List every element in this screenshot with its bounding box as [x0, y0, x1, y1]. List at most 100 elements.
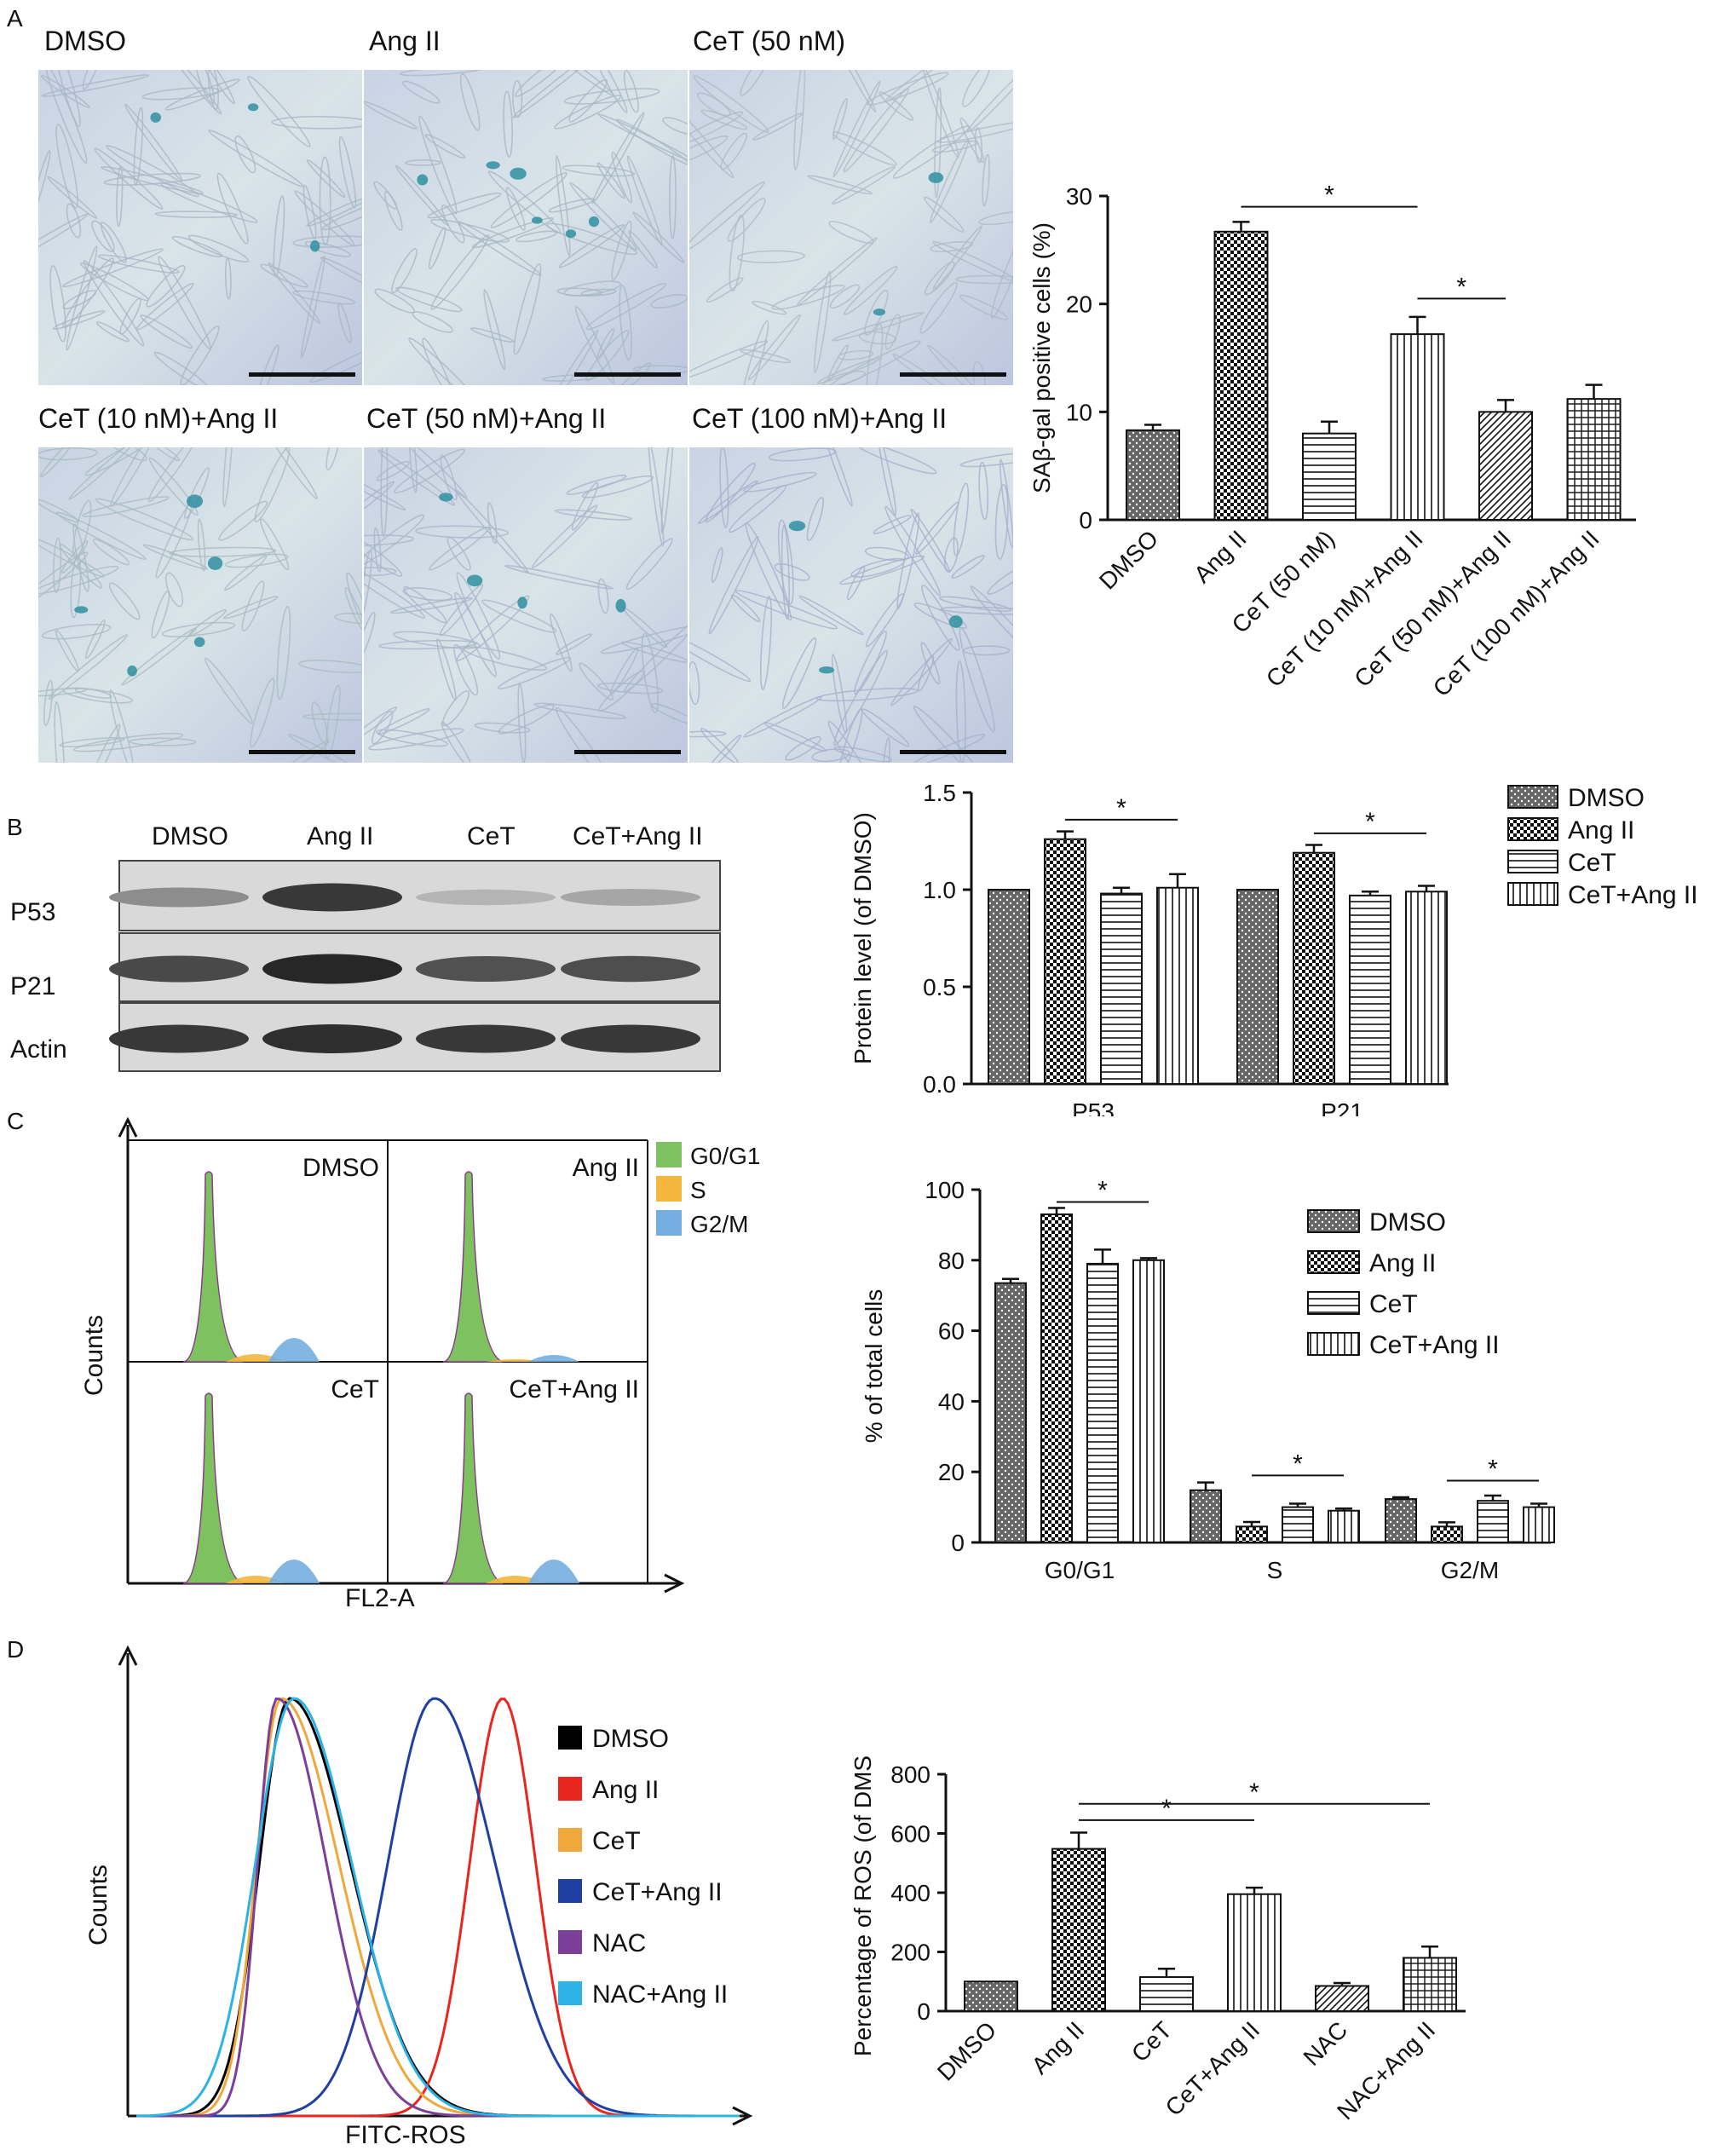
cell: [743, 695, 823, 738]
cell: [319, 156, 331, 246]
cell: [498, 704, 555, 735]
cell: [759, 596, 773, 690]
cell: [241, 580, 265, 631]
cell: [914, 501, 959, 556]
cell: [223, 596, 279, 620]
micrograph-ang-ii: [364, 70, 688, 385]
flowd-xlabel: FITC-ROS: [345, 2121, 466, 2147]
cell: [304, 240, 351, 257]
cell: [97, 254, 180, 274]
cell: [320, 257, 362, 299]
y-tick-label: 200: [890, 1940, 930, 1966]
legend-swatch: [1507, 882, 1558, 906]
wb-band: [262, 954, 402, 984]
micrograph-label: CeT (100 nM)+Ang II: [692, 403, 948, 434]
cell: [771, 285, 845, 310]
cell: [929, 139, 970, 224]
legend-label: S: [690, 1177, 706, 1203]
cell: [38, 687, 88, 697]
cell: [440, 454, 458, 501]
bar: [1227, 1893, 1282, 2012]
y-tick-label: 0: [917, 1998, 930, 2025]
legend-label: Ang II: [1568, 816, 1634, 845]
cell: [844, 265, 898, 315]
x-group-label: P21: [1321, 1098, 1363, 1116]
cell: [556, 287, 602, 297]
cell: [777, 519, 794, 605]
stained-cell: [193, 637, 205, 648]
cell: [389, 597, 473, 614]
cell: [700, 727, 740, 763]
cell: [92, 539, 130, 566]
legend-swatch: [558, 1879, 582, 1903]
cell: [628, 230, 659, 269]
cell: [82, 496, 170, 518]
cell: [708, 536, 759, 635]
cell: [364, 481, 395, 529]
cell: [974, 127, 983, 164]
cell: [705, 462, 756, 523]
x-tick-label: Ang II: [1189, 525, 1252, 588]
cell: [470, 327, 515, 343]
wb-lane-label: CeT: [467, 822, 516, 850]
cell: [254, 447, 291, 523]
cell: [588, 70, 628, 113]
cell: [827, 720, 881, 763]
scale-bar: [249, 372, 355, 377]
cell: [83, 260, 145, 347]
cell: [963, 645, 1011, 656]
cell: [403, 585, 447, 624]
cell: [839, 555, 925, 585]
cell: [481, 599, 557, 633]
cell: [936, 121, 1013, 143]
significance-star: *: [1293, 1450, 1303, 1478]
cell: [66, 245, 98, 351]
stained-cell: [510, 167, 527, 180]
cell: [424, 134, 466, 159]
cell: [59, 543, 103, 589]
y-axis-arrow: [118, 1116, 138, 1138]
cell: [763, 722, 827, 752]
micrograph-image: [689, 70, 1013, 385]
cell: [752, 112, 804, 141]
cell: [55, 124, 78, 209]
cell: [164, 572, 184, 608]
cell: [740, 320, 769, 385]
cell: [571, 481, 599, 531]
bar: [1293, 851, 1335, 1086]
cell: [225, 553, 289, 568]
y-tick-label: 80: [938, 1248, 965, 1274]
cell: [459, 73, 481, 131]
x-group-label: G0/G1: [1045, 1557, 1115, 1583]
cell: [55, 629, 79, 672]
cell: [85, 619, 106, 660]
flow-cytometry-cell-cycle: Counts FL2-A DMSO Ang II CeT CeT+Ang II G0/G…: [80, 1116, 760, 1612]
micrograph-label: DMSO: [44, 26, 126, 56]
legend-label: NAC: [592, 1929, 646, 1957]
cell: [277, 740, 331, 763]
cell: [890, 637, 953, 706]
cell: [515, 230, 557, 243]
cell: [852, 447, 937, 475]
cell: [116, 166, 124, 228]
cell: [781, 524, 790, 620]
cell: [689, 340, 769, 381]
cell: [752, 300, 787, 315]
g2m-phase: [528, 1355, 579, 1362]
legend-label: CeT: [592, 1827, 641, 1855]
legend-swatch: [1307, 1332, 1360, 1356]
cell: [619, 285, 632, 361]
bar: [1044, 838, 1086, 1085]
cell: [38, 551, 89, 615]
legend-label: CeT+Ang II: [1369, 1331, 1500, 1359]
cell: [325, 684, 341, 759]
y-tick-label: 0.5: [923, 974, 956, 1000]
cell: [798, 595, 864, 636]
cell: [596, 682, 664, 695]
cell: [364, 706, 398, 742]
legend-swatch: [558, 1930, 582, 1954]
cell: [52, 310, 106, 330]
x-tick-label: DMSO: [932, 2016, 1001, 2085]
micrograph-image: [689, 447, 1013, 763]
cell: [596, 162, 625, 199]
